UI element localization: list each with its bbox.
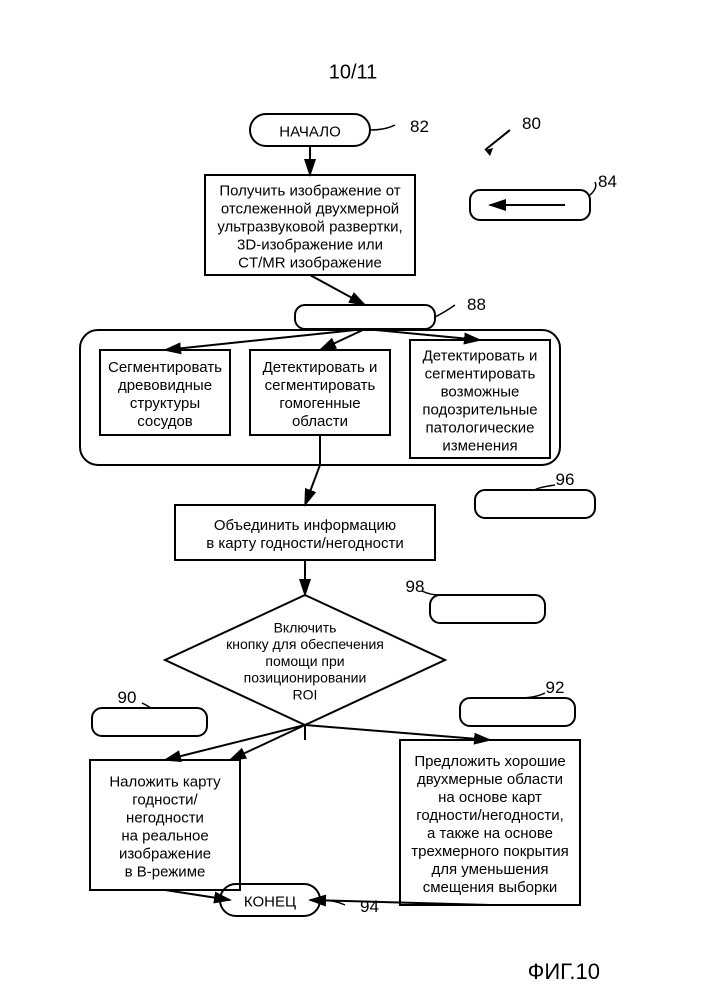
svg-text:Сегментировать: Сегментировать <box>108 359 222 376</box>
svg-text:CT/MR изображение: CT/MR изображение <box>238 254 382 271</box>
svg-text:позиционировании: позиционировании <box>244 670 367 686</box>
svg-text:ультразвуковой развертки,: ультразвуковой развертки, <box>217 218 402 235</box>
svg-text:кнопку для обеспечения: кнопку для обеспечения <box>226 636 384 652</box>
svg-text:Предложить хорошие: Предложить хорошие <box>414 753 565 770</box>
svg-text:смещения выборки: смещения выборки <box>423 879 558 896</box>
svg-text:Детектировать и: Детектировать и <box>423 347 538 364</box>
svg-text:сосудов: сосудов <box>137 413 193 430</box>
svg-text:годности/: годности/ <box>132 791 198 808</box>
svg-text:НАЧАЛО: НАЧАЛО <box>279 123 341 140</box>
svg-text:80: 80 <box>522 114 541 133</box>
svg-text:ФИГ.10: ФИГ.10 <box>528 959 600 984</box>
svg-text:96: 96 <box>556 470 575 489</box>
svg-text:на реальное: на реальное <box>121 827 208 844</box>
svg-text:84: 84 <box>598 172 617 191</box>
svg-text:патологические: патологические <box>426 419 535 436</box>
svg-text:88: 88 <box>467 295 486 314</box>
svg-text:94: 94 <box>360 897 379 916</box>
svg-text:отслеженной двухмерной: отслеженной двухмерной <box>221 200 399 217</box>
svg-text:3D-изображение или: 3D-изображение или <box>237 236 383 253</box>
svg-text:сегментировать: сегментировать <box>265 377 376 394</box>
svg-text:10/11: 10/11 <box>329 61 378 83</box>
svg-text:гомогенные: гомогенные <box>279 395 360 412</box>
svg-text:древовидные: древовидные <box>118 377 212 394</box>
svg-text:сегментировать: сегментировать <box>425 365 536 382</box>
svg-text:Включить: Включить <box>274 619 337 635</box>
svg-text:для уменьшения: для уменьшения <box>431 861 548 878</box>
svg-text:области: области <box>292 413 348 430</box>
svg-text:трехмерного покрытия: трехмерного покрытия <box>411 843 569 860</box>
svg-text:90: 90 <box>118 688 137 707</box>
svg-text:в карту годности/негодности: в карту годности/негодности <box>206 535 403 552</box>
svg-text:двухмерные области: двухмерные области <box>417 771 563 788</box>
svg-text:возможные: возможные <box>441 383 520 400</box>
svg-text:Наложить карту: Наложить карту <box>109 773 221 790</box>
svg-text:ROI: ROI <box>293 686 318 702</box>
svg-text:Объединить информацию: Объединить информацию <box>214 517 396 534</box>
svg-text:КОНЕЦ: КОНЕЦ <box>244 893 296 910</box>
svg-text:Получить изображение от: Получить изображение от <box>219 182 400 199</box>
svg-text:82: 82 <box>410 117 429 136</box>
svg-text:годности/негодности,: годности/негодности, <box>416 807 564 824</box>
svg-text:изменения: изменения <box>442 437 517 454</box>
svg-text:92: 92 <box>546 678 565 697</box>
svg-text:а также на основе: а также на основе <box>427 825 553 842</box>
svg-text:негодности: негодности <box>126 809 204 826</box>
svg-text:изображение: изображение <box>119 845 211 862</box>
svg-text:подозрительные: подозрительные <box>422 401 537 418</box>
svg-text:98: 98 <box>406 577 425 596</box>
svg-text:в В-режиме: в В-режиме <box>125 863 206 880</box>
svg-text:на основе карт: на основе карт <box>438 789 542 806</box>
svg-text:помощи при: помощи при <box>265 653 344 669</box>
svg-text:структуры: структуры <box>130 395 200 412</box>
svg-text:Детектировать и: Детектировать и <box>263 359 378 376</box>
